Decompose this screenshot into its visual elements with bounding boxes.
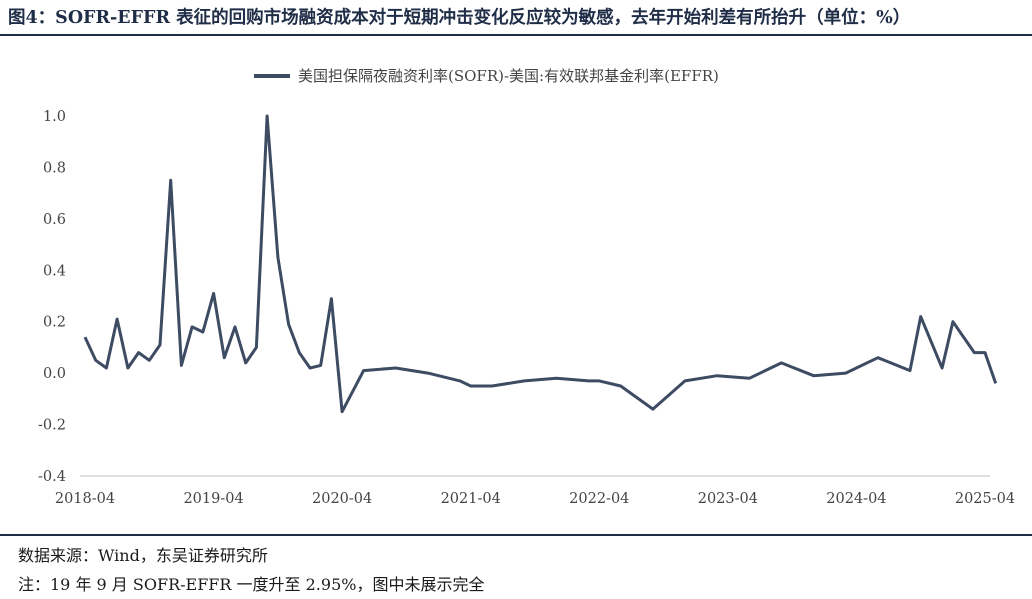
y-tick-label: 1.0 xyxy=(43,109,66,125)
x-tick-label: 2021-04 xyxy=(441,491,501,507)
bottom-divider xyxy=(0,534,1032,536)
legend-label: 美国担保隔夜融资利率(SOFR)-美国:有效联邦基金利率(EFFR) xyxy=(298,67,719,85)
chart-legend: 美国担保隔夜融资利率(SOFR)-美国:有效联邦基金利率(EFFR) xyxy=(254,67,719,85)
y-tick-label: 0.0 xyxy=(43,366,66,382)
series-line xyxy=(83,114,998,414)
y-tick-label: 0.4 xyxy=(43,263,66,279)
chart-note: 注：19 年 9 月 SOFR-EFFR 一度升至 2.95%，图中未展示完全 xyxy=(18,575,485,594)
y-tick-label: -0.2 xyxy=(38,418,66,434)
x-tick-label: 2018-04 xyxy=(55,491,115,507)
x-tick-label: 2023-04 xyxy=(698,491,758,507)
page-title: 图4：SOFR-EFFR 表征的回购市场融资成本对于短期冲击变化反应较为敏感，去… xyxy=(8,8,911,28)
x-tick-label: 2025-04 xyxy=(955,491,1015,507)
y-axis: 1.0 0.8 0.6 0.4 0.2 0.0 -0.2 -0.4 xyxy=(38,109,66,485)
top-divider xyxy=(0,34,1032,36)
x-tick-label: 2020-04 xyxy=(312,491,372,507)
x-tick-label: 2024-04 xyxy=(826,491,886,507)
x-axis: 2018-04 2019-04 2020-04 2021-04 2022-04 2023-… xyxy=(55,491,1015,507)
series-group xyxy=(83,114,998,414)
line-chart: 美国担保隔夜融资利率(SOFR)-美国:有效联邦基金利率(EFFR) 1.0 0.… xyxy=(38,67,1015,507)
y-tick-label: 0.8 xyxy=(43,160,66,176)
x-tick-label: 2019-04 xyxy=(183,491,243,507)
data-source: 数据来源：Wind，东吴证券研究所 xyxy=(18,546,268,565)
y-tick-label: -0.4 xyxy=(38,469,66,485)
y-tick-label: 0.2 xyxy=(43,315,66,331)
y-tick-label: 0.6 xyxy=(43,212,66,228)
x-tick-label: 2022-04 xyxy=(569,491,629,507)
